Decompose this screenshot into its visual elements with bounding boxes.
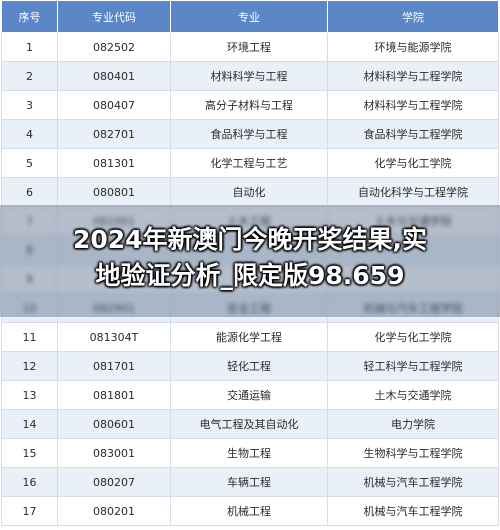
table-row: 5 081301 化学工程与工艺 化学与化工学院: [1, 148, 499, 178]
row-index-cell: 3: [1, 90, 58, 120]
major-name-cell: 环境工程: [170, 32, 328, 62]
header-major-code: 专业代码: [57, 0, 171, 33]
college-cell: 材料科学与工程学院: [327, 61, 499, 91]
major-code-cell: 083001: [57, 438, 171, 468]
major-code-cell: 081701: [57, 351, 171, 381]
major-name-cell: 化学工程与工艺: [170, 148, 328, 178]
major-name-cell: 车辆工程: [170, 467, 328, 497]
row-index-cell: 4: [1, 119, 58, 149]
table-row: 16 080207 车辆工程 机械与汽车工程学院: [1, 467, 499, 497]
major-code-cell: 080401: [57, 61, 171, 91]
table-row: 17 080201 机械工程 机械与汽车工程学院: [1, 496, 499, 526]
row-index-cell: 17: [1, 496, 58, 526]
headline-text: 2024年新澳门今晚开奖结果,实 地验证分析_限定版98.659: [0, 222, 500, 294]
table-row: 12 081701 轻化工程 轻工科学与工程学院: [1, 351, 499, 381]
major-name-cell: 生物工程: [170, 438, 328, 468]
college-cell: 土木与交通学院: [327, 380, 499, 410]
major-code-cell: 080801: [57, 177, 171, 207]
major-name-cell: 电气工程及其自动化: [170, 409, 328, 439]
college-cell: 自动化科学与工程学院: [327, 177, 499, 207]
header-index: 序号: [1, 0, 58, 33]
major-code-cell: 081304T: [57, 322, 171, 352]
row-index-cell: 6: [1, 177, 58, 207]
major-code-cell: 080207: [57, 467, 171, 497]
major-code-cell: 080601: [57, 409, 171, 439]
row-index-cell: 16: [1, 467, 58, 497]
major-name-cell: 轻化工程: [170, 351, 328, 381]
major-code-cell: 080407: [57, 90, 171, 120]
table-row: 4 082701 食品科学与工程 食品科学与工程学院: [1, 119, 499, 149]
major-code-cell: 081301: [57, 148, 171, 178]
major-name-cell: 能源化学工程: [170, 322, 328, 352]
row-index-cell: 5: [1, 148, 58, 178]
college-cell: 环境与能源学院: [327, 32, 499, 62]
major-code-cell: 082701: [57, 119, 171, 149]
table-row: 15 083001 生物工程 生物科学与工程学院: [1, 438, 499, 468]
major-name-cell: 材料科学与工程: [170, 61, 328, 91]
row-index-cell: 1: [1, 32, 58, 62]
college-cell: 电力学院: [327, 409, 499, 439]
header-major: 专业: [170, 0, 328, 33]
table-row: 2 080401 材料科学与工程 材料科学与工程学院: [1, 61, 499, 91]
row-index-cell: 15: [1, 438, 58, 468]
table-row: 14 080601 电气工程及其自动化 电力学院: [1, 409, 499, 439]
college-cell: 化学与化工学院: [327, 322, 499, 352]
major-code-cell: 080201: [57, 496, 171, 526]
college-cell: 机械与汽车工程学院: [327, 496, 499, 526]
major-name-cell: 食品科学与工程: [170, 119, 328, 149]
table-header-row: 序号 专业代码 专业 学院: [1, 0, 499, 33]
major-name-cell: 机械工程: [170, 496, 328, 526]
table-row: 1 082502 环境工程 环境与能源学院: [1, 32, 499, 62]
major-code-cell: 081801: [57, 380, 171, 410]
major-name-cell: 高分子材料与工程: [170, 90, 328, 120]
banner-overlay: [0, 205, 500, 317]
table-row: 6 080801 自动化 自动化科学与工程学院: [1, 177, 499, 207]
table-row: 13 081801 交通运输 土木与交通学院: [1, 380, 499, 410]
header-college: 学院: [327, 0, 499, 33]
row-index-cell: 12: [1, 351, 58, 381]
major-name-cell: 交通运输: [170, 380, 328, 410]
row-index-cell: 13: [1, 380, 58, 410]
headline-line-2: 地验证分析_限定版98.659: [95, 261, 405, 290]
table-row: 11 081304T 能源化学工程 化学与化工学院: [1, 322, 499, 352]
college-cell: 化学与化工学院: [327, 148, 499, 178]
college-cell: 食品科学与工程学院: [327, 119, 499, 149]
college-cell: 生物科学与工程学院: [327, 438, 499, 468]
college-cell: 机械与汽车工程学院: [327, 467, 499, 497]
row-index-cell: 14: [1, 409, 58, 439]
row-index-cell: 2: [1, 61, 58, 91]
college-cell: 轻工科学与工程学院: [327, 351, 499, 381]
major-name-cell: 自动化: [170, 177, 328, 207]
headline-line-1: 2024年新澳门今晚开奖结果,实: [72, 225, 428, 254]
major-code-cell: 082502: [57, 32, 171, 62]
row-index-cell: 11: [1, 322, 58, 352]
table-row: 3 080407 高分子材料与工程 材料科学与工程学院: [1, 90, 499, 120]
college-cell: 材料科学与工程学院: [327, 90, 499, 120]
